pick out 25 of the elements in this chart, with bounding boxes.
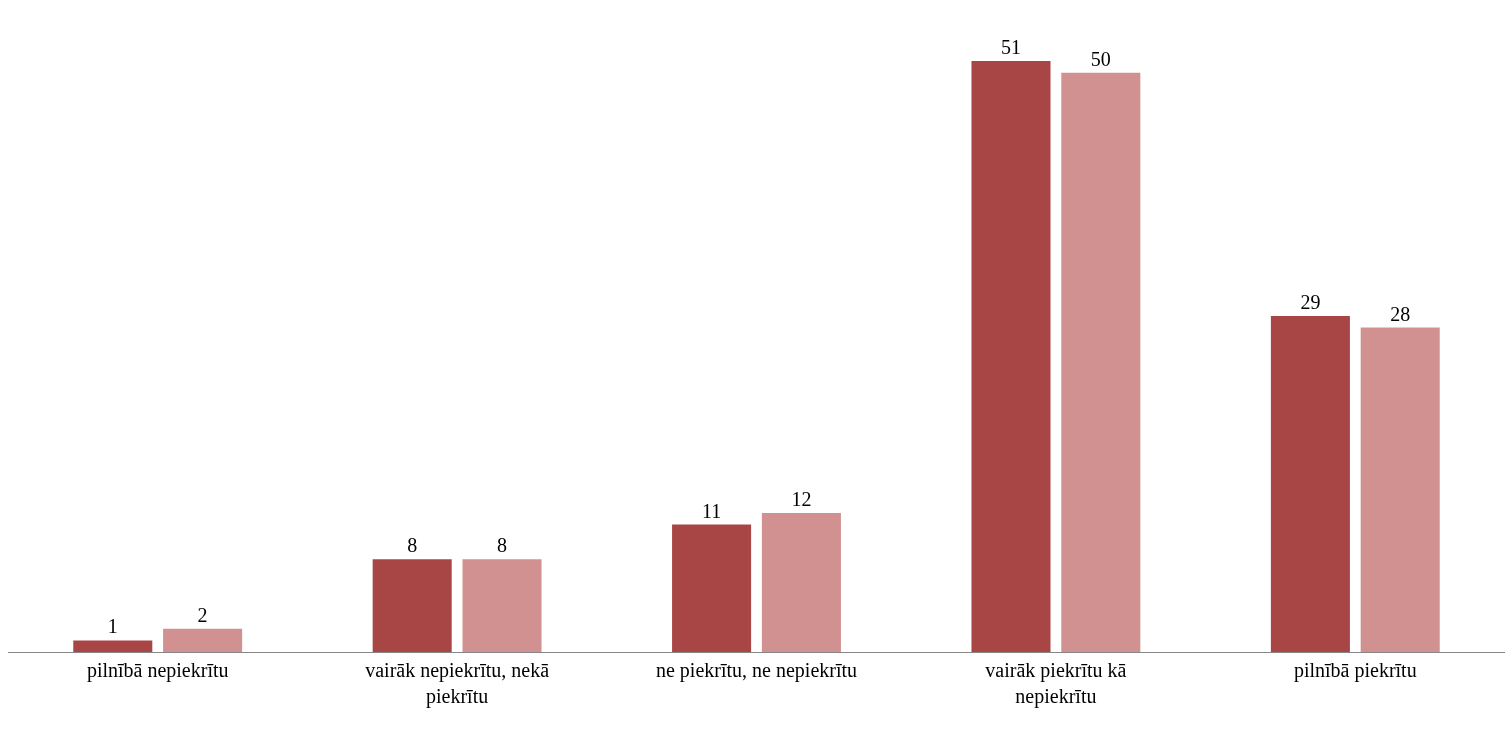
data-label: 8: [497, 534, 508, 557]
data-label: 11: [701, 499, 722, 522]
bar: [462, 559, 542, 652]
bar: [761, 512, 841, 652]
bar: [163, 628, 243, 652]
data-label: 8: [407, 534, 418, 557]
bar: [1360, 327, 1440, 652]
data-label: 1: [107, 615, 118, 638]
data-label: 50: [1090, 47, 1111, 70]
data-label: 12: [791, 487, 812, 510]
bar: [1270, 316, 1350, 652]
data-label: 29: [1300, 291, 1321, 313]
bar: [1061, 72, 1141, 652]
x-tick-label: ne piekrītu, ne nepiekrītu: [655, 659, 858, 682]
bar: [73, 640, 153, 652]
x-tick-label: vairāk piekrītu kā nepiekrītu: [985, 659, 1127, 708]
bar: [372, 559, 452, 652]
x-tick-label: vairāk nepiekrītu, nekā piekrītu: [365, 659, 550, 708]
bar: [672, 524, 752, 652]
data-label: 51: [1000, 36, 1021, 59]
x-tick-label: pilnībā nepiekrītu: [86, 659, 229, 682]
data-label: 28: [1390, 302, 1411, 325]
x-tick-label: pilnībā piekrītu: [1293, 659, 1417, 682]
bar: [971, 61, 1051, 652]
data-label: 2: [197, 603, 208, 626]
